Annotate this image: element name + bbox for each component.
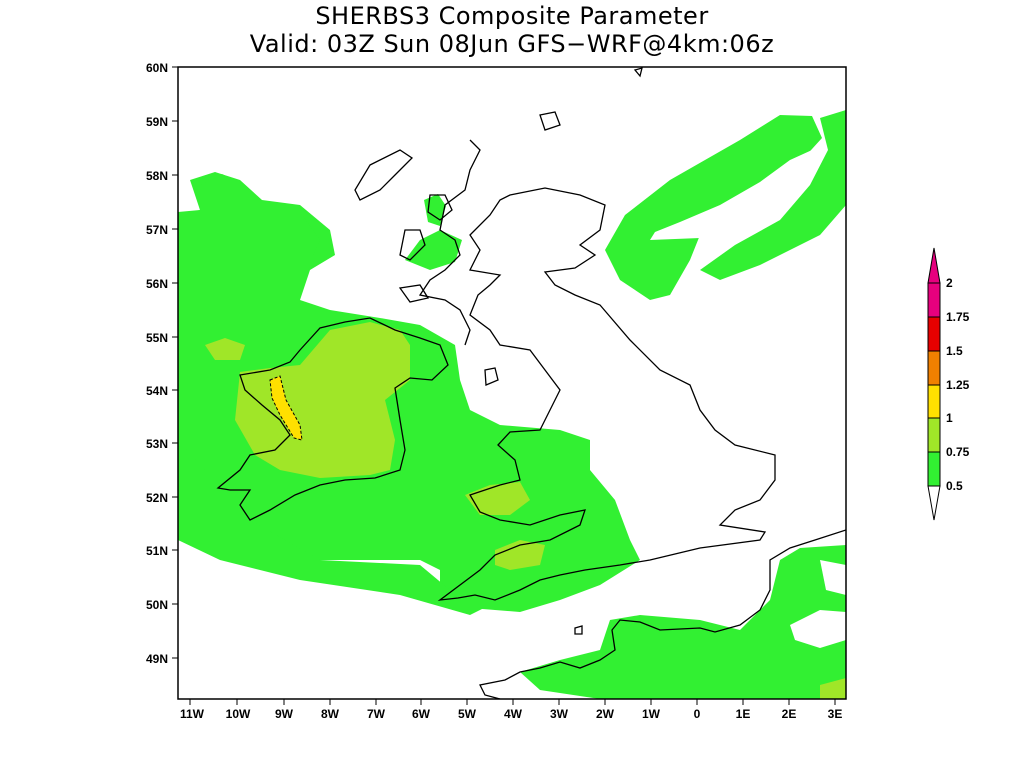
colorbar-bin-1-1.25 (927, 384, 941, 419)
colorbar-label-2: 2 (946, 276, 953, 290)
lat-label-59n: 59N (146, 115, 168, 129)
lon-label-9w: 9W (275, 707, 294, 721)
colorbar-label-1: 1 (946, 411, 953, 425)
green-region-lower (178, 440, 500, 615)
coastline-channel-island (574, 625, 583, 635)
lon-label-2e: 2E (782, 707, 797, 721)
colorbar-bin-1.25-1.5 (927, 350, 941, 386)
colorbar-label-1.5: 1.5 (946, 344, 963, 358)
coastline-shetland (633, 67, 643, 78)
clear-gap-northsea (650, 150, 812, 240)
coastline-orkney (539, 111, 561, 131)
lon-label-2w: 2W (596, 707, 615, 721)
lon-label-8w: 8W (321, 707, 340, 721)
lon-label-3e: 3E (828, 707, 843, 721)
lon-label-1e: 1E (736, 707, 751, 721)
lat-label-57n: 57N (146, 223, 168, 237)
coastline-islay (398, 284, 430, 303)
lon-label-11w: 11W (180, 707, 205, 721)
light-green-wales (465, 482, 530, 515)
green-region-hebrides (405, 230, 462, 270)
colorbar-bottom-arrow (927, 485, 941, 521)
coastline-hebrides (354, 149, 414, 201)
lon-label-5w: 5W (458, 707, 477, 721)
map-frame (177, 66, 847, 700)
longitude-axis: 11W 10W 9W 8W 7W 6W 5W 4W 3W 2W 1W 0 1E … (180, 699, 842, 721)
colorbar-bin-0.5-0.75 (927, 451, 941, 487)
colorbar-bin-1.5-1.75 (927, 316, 941, 352)
coastline-uist (399, 229, 426, 261)
colorbar-labels: 2 1.75 1.5 1.25 1 0.75 0.5 (946, 276, 970, 493)
clear-gap-channel (790, 610, 846, 648)
map-title: SHERBS3 Composite Parameter (315, 2, 709, 30)
lat-label-60n: 60N (146, 61, 168, 75)
coastlines (216, 67, 846, 699)
yellow-region-ireland (269, 375, 303, 441)
colorbar-bin-1.75-2 (927, 282, 941, 318)
colorbar-top-arrow (927, 247, 941, 284)
clear-gap-channel-2 (820, 560, 846, 595)
green-region-channel (520, 545, 846, 699)
coastline-skye (427, 194, 453, 221)
light-green-northern-blob (205, 338, 245, 360)
lat-label-49n: 49N (146, 652, 168, 666)
colorbar-label-0.75: 0.75 (946, 445, 970, 459)
lat-label-56n: 56N (146, 277, 168, 291)
green-region-skye (424, 194, 446, 226)
green-region-northsea (605, 115, 822, 300)
lon-label-7w: 7W (367, 707, 386, 721)
lon-label-6w: 6W (412, 707, 431, 721)
coastline-isle-of-man (484, 367, 499, 386)
green-region-northwest (178, 174, 320, 296)
lat-label-53n: 53N (146, 437, 168, 451)
latitude-axis: 60N 59N 58N 57N 56N 55N 54N 53N 52N 51N … (146, 61, 178, 666)
lat-label-52n: 52N (146, 491, 168, 505)
light-green-devon (495, 540, 545, 570)
lat-label-55n: 55N (146, 331, 168, 345)
lat-label-50n: 50N (146, 598, 168, 612)
lon-label-4w: 4W (504, 707, 523, 721)
lat-label-58n: 58N (146, 169, 168, 183)
colorbar (927, 247, 941, 521)
coastline-great-britain (437, 187, 776, 601)
colorbar-label-0.5: 0.5 (946, 479, 963, 493)
coastline-france (479, 529, 846, 699)
lat-label-54n: 54N (146, 384, 168, 398)
light-green-ireland (235, 322, 410, 478)
lat-label-51n: 51N (146, 544, 168, 558)
colorbar-bin-0.75-1 (927, 417, 941, 453)
parameter-shading (178, 110, 846, 699)
colorbar-label-1.25: 1.25 (946, 378, 970, 392)
map-subtitle: Valid: 03Z Sun 08Jun GFS−WRF@4km:06z (249, 30, 775, 58)
light-green-corner (820, 678, 846, 699)
lon-label-1w: 1W (642, 707, 661, 721)
coastline-ireland (216, 317, 449, 521)
colorbar-label-1.75: 1.75 (946, 310, 970, 324)
coastline-scotland-west (418, 139, 481, 346)
green-region-northsea-east (700, 110, 846, 280)
lon-label-3w: 3W (550, 707, 569, 721)
lon-label-0: 0 (694, 707, 701, 721)
lon-label-10w: 10W (226, 707, 251, 721)
